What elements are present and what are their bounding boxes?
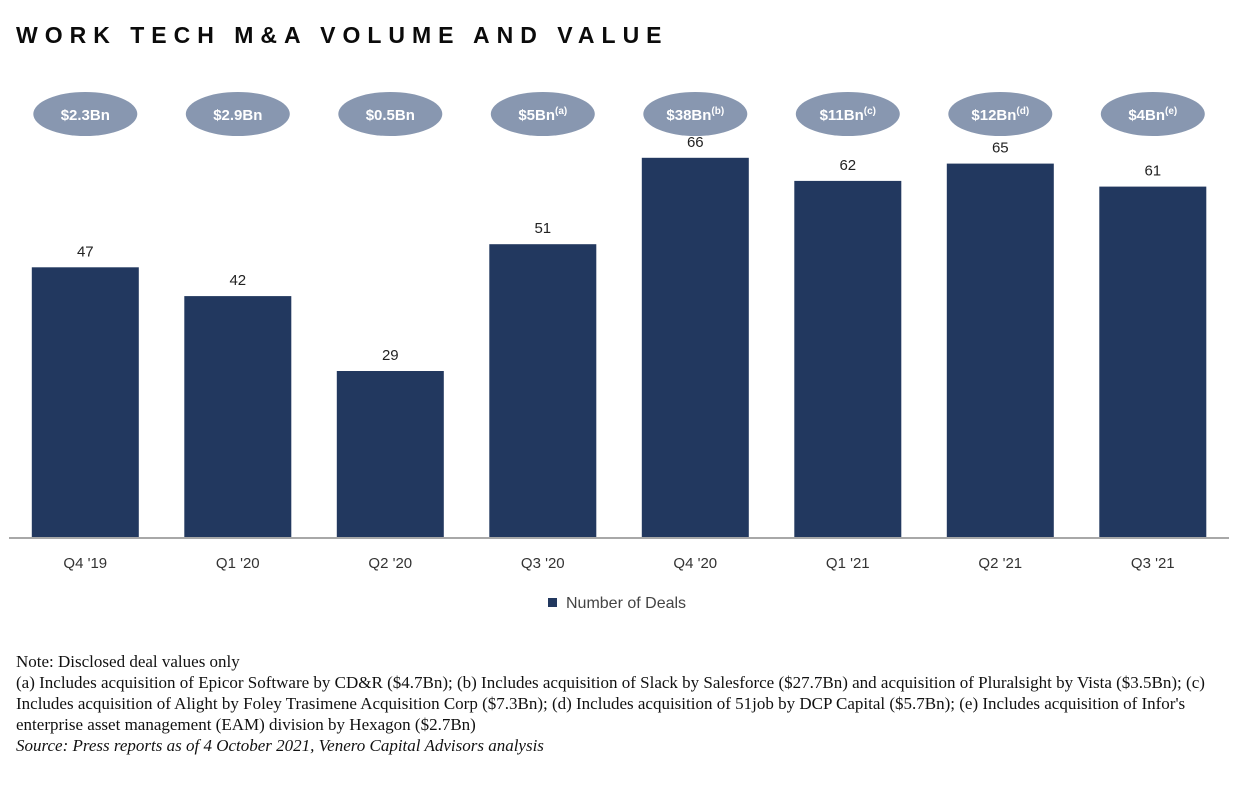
x-tick-label: Q4 '20 — [673, 555, 717, 572]
chart-title: WORK TECH M&A VOLUME AND VALUE — [16, 22, 669, 48]
x-tick-label: Q3 '21 — [1131, 555, 1175, 572]
deal-value-label: $38Bn(b) — [666, 106, 724, 124]
deal-value-bubble — [1100, 92, 1205, 136]
deal-value-footnote-marker: (d) — [1016, 106, 1029, 117]
deal-value-label: $12Bn(d) — [971, 106, 1029, 124]
deal-value-label: $11Bn(c) — [820, 106, 876, 124]
bar — [336, 371, 444, 538]
deal-value-label: $2.9Bn — [213, 107, 262, 124]
bar — [946, 163, 1054, 538]
bar — [31, 267, 139, 538]
x-tick-label: Q1 '21 — [826, 555, 870, 572]
legend-swatch — [548, 598, 557, 607]
bar-value-label: 66 — [687, 134, 704, 151]
bar — [641, 157, 749, 539]
deal-value-bubble — [948, 92, 1053, 136]
x-tick-label: Q3 '20 — [521, 555, 565, 572]
bar — [184, 296, 292, 538]
deal-value-bubble — [643, 92, 748, 136]
bar — [1099, 186, 1207, 538]
deal-value-bubble — [795, 92, 900, 136]
legend-label: Number of Deals — [566, 595, 686, 612]
deal-value-footnote-marker: (b) — [711, 106, 724, 117]
x-tick-label: Q4 '19 — [63, 555, 107, 572]
x-tick-label: Q1 '20 — [216, 555, 260, 572]
bar-value-label: 61 — [1144, 163, 1161, 180]
deal-value-footnote-marker: (c) — [864, 106, 876, 117]
bar-value-label: 29 — [382, 347, 399, 364]
bar-value-label: 51 — [534, 220, 551, 237]
deal-value-label: $2.3Bn — [61, 107, 110, 124]
deal-value-bubble — [490, 92, 595, 136]
deal-value-bubble — [185, 92, 290, 136]
note-text: Note: Disclosed deal values only — [16, 652, 240, 671]
bar-value-label: 42 — [229, 272, 246, 289]
bar — [794, 180, 902, 538]
deals-bar-chart: 47 42 29 51 66 62 65 61 Q4 '19 Q1 '20 Q2 '20 Q3 '20… — [9, 92, 1229, 612]
bar-value-label: 65 — [992, 140, 1009, 157]
deal-value-bubble — [338, 92, 443, 136]
x-tick-label: Q2 '21 — [978, 555, 1022, 572]
deal-value-footnote-marker: (e) — [1165, 106, 1177, 117]
x-tick-label: Q2 '20 — [368, 555, 412, 572]
footnotes-block: Note: Disclosed deal values only (a) Inc… — [16, 651, 1241, 756]
deal-value-label: $5Bn(a) — [518, 106, 567, 124]
source-text: Source: Press reports as of 4 October 20… — [16, 736, 544, 755]
deal-value-bubble — [33, 92, 138, 136]
footnotes-text: (a) Includes acquisition of Epicor Softw… — [16, 673, 1205, 734]
deal-value-label: $4Bn(e) — [1128, 106, 1177, 124]
bar-value-label: 62 — [839, 157, 856, 174]
bar — [489, 244, 597, 538]
bar-value-label: 47 — [77, 243, 94, 260]
deal-value-label: $0.5Bn — [366, 107, 415, 124]
deal-value-footnote-marker: (a) — [555, 106, 567, 117]
